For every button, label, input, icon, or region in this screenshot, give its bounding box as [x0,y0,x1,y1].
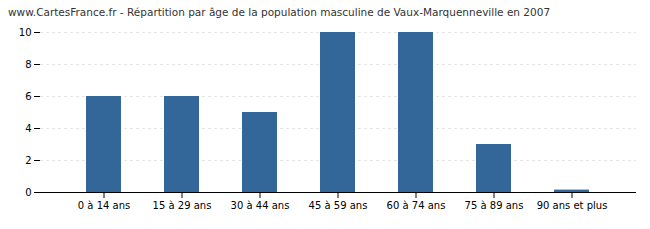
svg-text:15 à 29 ans: 15 à 29 ans [153,200,212,211]
svg-text:75 à 89 ans: 75 à 89 ans [465,200,524,211]
svg-text:0 à 14 ans: 0 à 14 ans [78,200,130,211]
svg-text:60 à 74 ans: 60 à 74 ans [387,200,446,211]
svg-text:0: 0 [25,187,31,198]
svg-text:90 ans et plus: 90 ans et plus [537,200,608,211]
svg-text:4: 4 [25,123,31,134]
svg-text:30 à 44 ans: 30 à 44 ans [231,200,290,211]
svg-text:45 à 59 ans: 45 à 59 ans [309,200,368,211]
svg-text:2: 2 [25,155,31,166]
svg-text:8: 8 [25,59,31,70]
html-text:www.CartesFrance.fr - Répartit: www.CartesFrance.fr - Répartition par âg… [8,6,551,18]
svg-text:6: 6 [25,91,31,102]
svg-text:10: 10 [19,27,32,38]
